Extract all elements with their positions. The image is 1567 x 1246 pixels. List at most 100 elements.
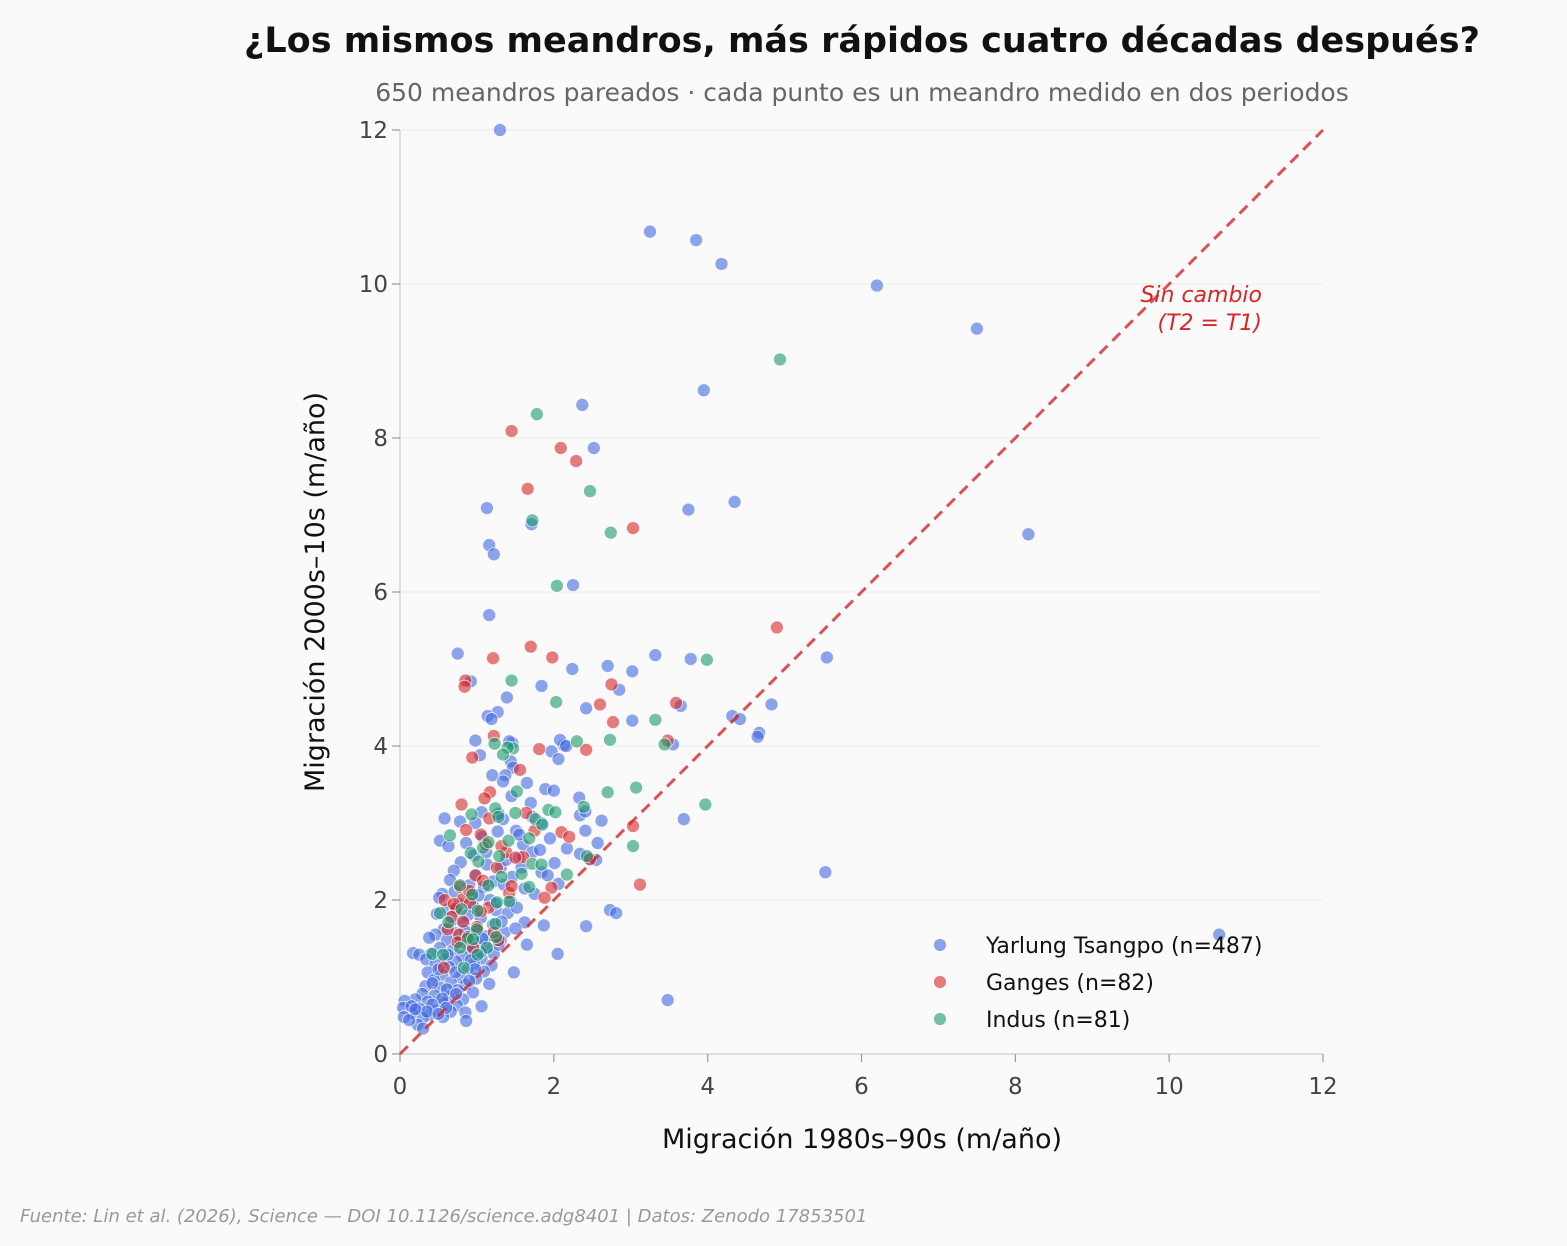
y-tick-label: 6 — [373, 580, 388, 606]
data-point — [566, 578, 580, 592]
data-point — [493, 123, 507, 137]
data-point — [522, 831, 537, 846]
data-point — [600, 659, 615, 673]
data-point — [579, 742, 594, 757]
data-point — [594, 813, 609, 828]
data-point — [459, 1013, 474, 1028]
data-point — [532, 742, 547, 756]
data-point — [484, 712, 499, 726]
data-point — [698, 797, 713, 812]
data-point — [669, 695, 684, 710]
data-point — [420, 1004, 434, 1019]
data-point — [580, 849, 594, 864]
data-point — [609, 906, 624, 920]
data-point — [437, 811, 452, 826]
data-point — [470, 947, 485, 962]
data-point — [480, 501, 494, 515]
data-point — [560, 867, 574, 882]
data-point — [545, 650, 560, 665]
data-point — [625, 664, 640, 679]
data-point — [625, 713, 640, 728]
data-point — [764, 697, 779, 712]
y-tick-label: 10 — [359, 272, 388, 298]
data-point — [449, 987, 464, 1001]
data-point — [494, 870, 509, 884]
data-point — [513, 762, 527, 777]
data-point — [480, 940, 494, 955]
data-point — [676, 812, 691, 827]
data-point — [508, 850, 523, 865]
data-point — [477, 791, 492, 806]
data-point — [520, 776, 534, 790]
data-point — [818, 865, 833, 880]
data-point — [470, 903, 485, 918]
data-point — [548, 805, 563, 820]
data-point — [504, 879, 519, 894]
data-point — [506, 965, 521, 980]
data-point — [689, 233, 704, 248]
data-point — [696, 383, 711, 398]
data-point — [502, 894, 517, 909]
data-point — [489, 930, 504, 944]
data-point — [533, 843, 547, 857]
data-point — [408, 1002, 423, 1017]
data-point — [606, 715, 620, 730]
data-point — [481, 878, 496, 893]
data-point — [648, 648, 663, 663]
data-point — [402, 1013, 417, 1028]
data-point — [648, 712, 663, 727]
data-point — [534, 857, 549, 872]
data-point — [530, 407, 544, 422]
chart-subtitle: 650 meandros pareados · cada punto es un… — [375, 78, 1349, 107]
data-point — [425, 976, 440, 991]
data-point — [534, 679, 549, 693]
data-point — [629, 780, 644, 795]
data-point — [536, 918, 551, 933]
data-point — [1212, 927, 1227, 942]
legend-marker — [933, 1012, 947, 1026]
data-point — [583, 484, 597, 499]
data-point — [436, 960, 451, 975]
data-point — [441, 915, 456, 930]
legend: Yarlung Tsangpo (n=487) Ganges (n=82) Indu… — [933, 934, 1263, 1033]
data-point — [773, 352, 787, 367]
x-ticks: 0 2 4 6 8 10 12 — [393, 1054, 1338, 1100]
data-point — [496, 774, 510, 789]
x-tick-label: 0 — [393, 1074, 408, 1100]
data-point — [750, 729, 765, 744]
data-point — [560, 841, 574, 856]
data-point — [454, 797, 469, 812]
data-point — [699, 652, 714, 667]
data-point — [443, 828, 457, 843]
data-point — [474, 999, 489, 1014]
data-point — [535, 817, 550, 832]
data-point — [603, 732, 617, 747]
data-point — [416, 1021, 430, 1036]
legend-label: Yarlung Tsangpo (n=487) — [985, 934, 1263, 959]
legend-marker — [933, 975, 947, 989]
data-point — [486, 651, 500, 666]
data-point — [633, 877, 647, 892]
y-ticks: 0 2 4 6 8 10 12 — [359, 118, 400, 1068]
x-tick-label: 4 — [700, 1074, 715, 1100]
data-point — [869, 278, 884, 293]
x-tick-label: 6 — [854, 1074, 869, 1100]
data-point — [490, 824, 505, 839]
data-point — [626, 521, 640, 535]
data-points — [396, 123, 1227, 1036]
data-point — [453, 940, 467, 955]
data-point — [643, 224, 657, 239]
series-2 — [425, 352, 787, 975]
data-point — [453, 878, 467, 893]
data-point — [491, 809, 506, 824]
x-axis-label: Migración 1980s–90s (m/año) — [662, 1124, 1062, 1155]
reference-label-line2: (T2 = T1) — [1158, 311, 1262, 336]
data-point — [508, 921, 523, 936]
x-tick-label: 12 — [1308, 1074, 1337, 1100]
data-point — [482, 608, 497, 622]
data-point — [422, 930, 437, 945]
data-point — [576, 799, 591, 814]
data-point — [683, 652, 698, 666]
data-point — [487, 736, 502, 751]
data-point — [570, 734, 584, 749]
